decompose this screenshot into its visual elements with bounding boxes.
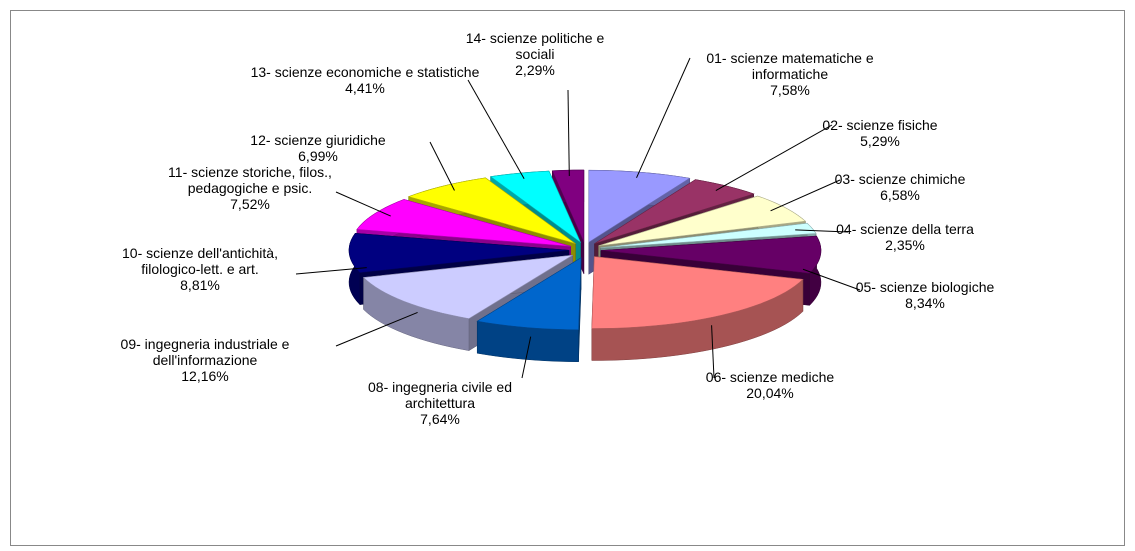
value-label: 2,29% bbox=[515, 62, 555, 78]
pie-slice bbox=[489, 170, 582, 244]
pie-slice bbox=[362, 254, 573, 319]
pie-slice bbox=[594, 179, 755, 244]
leader-line bbox=[467, 79, 525, 179]
leader-line bbox=[770, 179, 841, 212]
category-label: 03- scienze chimiche bbox=[834, 171, 966, 187]
pie-slice bbox=[598, 195, 807, 247]
pie-slice bbox=[591, 256, 804, 329]
value-label: 2,35% bbox=[885, 237, 925, 253]
leader-line bbox=[295, 267, 367, 275]
slice-label: 08- ingegneria civile ed architettura 7,6… bbox=[345, 379, 535, 427]
slice-label: 01- scienze matematiche e informatiche 7,… bbox=[690, 50, 890, 98]
pie-slice bbox=[476, 257, 582, 331]
slice-label: 04- scienze della terra 2,35% bbox=[830, 221, 980, 253]
category-label: 10- scienze dell'antichità, filologico-l… bbox=[122, 245, 278, 277]
category-label: 08- ingegneria civile ed architettura bbox=[368, 379, 512, 411]
leader-line bbox=[802, 268, 861, 291]
leader-line bbox=[521, 336, 532, 379]
category-label: 02- scienze fisiche bbox=[822, 117, 938, 133]
category-label: 04- scienze della terra bbox=[836, 221, 974, 237]
value-label: 7,58% bbox=[770, 82, 810, 98]
category-label: 14- scienze politiche e sociali bbox=[465, 30, 605, 62]
category-label: 06- scienze mediche bbox=[705, 369, 835, 385]
leader-line bbox=[335, 311, 418, 347]
leader-line bbox=[636, 57, 691, 179]
slice-label: 05- scienze biologiche 8,34% bbox=[845, 279, 1005, 311]
pie-slice bbox=[551, 169, 585, 243]
value-label: 6,58% bbox=[880, 187, 920, 203]
pie-slice bbox=[600, 222, 817, 249]
value-label: 12,16% bbox=[181, 368, 229, 384]
value-label: 8,81% bbox=[180, 277, 220, 293]
category-label: 12- scienze giuridiche bbox=[250, 132, 386, 148]
slice-label: 03- scienze chimiche 6,58% bbox=[825, 171, 975, 203]
slice-label: 11- scienze storiche, filos., pedagogich… bbox=[160, 164, 340, 212]
slice-tops bbox=[348, 169, 822, 331]
value-label: 5,29% bbox=[860, 133, 900, 149]
value-label: 7,64% bbox=[420, 411, 460, 427]
leader-line bbox=[711, 325, 715, 379]
leader-line bbox=[715, 124, 833, 191]
value-label: 8,34% bbox=[905, 295, 945, 311]
slice-label: 06- scienze mediche 20,04% bbox=[680, 369, 860, 401]
pie-slice bbox=[588, 169, 691, 243]
category-label: 05- scienze biologiche bbox=[855, 279, 995, 295]
value-label: 20,04% bbox=[746, 385, 794, 401]
pie-slice bbox=[356, 199, 571, 247]
leader-line bbox=[795, 229, 849, 233]
category-label: 13- scienze economiche e statistiche bbox=[250, 64, 480, 80]
slice-label: 10- scienze dell'antichità, filologico-l… bbox=[115, 245, 285, 293]
value-label: 7,52% bbox=[230, 196, 270, 212]
value-label: 4,41% bbox=[345, 80, 385, 96]
pie-slice bbox=[407, 177, 576, 244]
value-label: 6,99% bbox=[298, 148, 338, 164]
slice-label: 09- ingegneria industriale e dell'inform… bbox=[100, 336, 310, 384]
leader-line bbox=[335, 191, 391, 217]
category-label: 01- scienze matematiche e informatiche bbox=[706, 50, 874, 82]
slice-label: 12- scienze giuridiche 6,99% bbox=[228, 132, 408, 164]
slice-label: 14- scienze politiche e sociali 2,29% bbox=[450, 30, 620, 78]
slice-label: 13- scienze economiche e statistiche 4,41… bbox=[250, 64, 480, 96]
category-label: 09- ingegneria industriale e dell'inform… bbox=[120, 336, 290, 368]
category-label: 11- scienze storiche, filos., pedagogich… bbox=[168, 164, 332, 196]
pie-slice bbox=[600, 235, 822, 274]
leader-line bbox=[567, 89, 570, 176]
slice-label: 02- scienze fisiche 5,29% bbox=[805, 117, 955, 149]
leader-line bbox=[429, 141, 455, 191]
